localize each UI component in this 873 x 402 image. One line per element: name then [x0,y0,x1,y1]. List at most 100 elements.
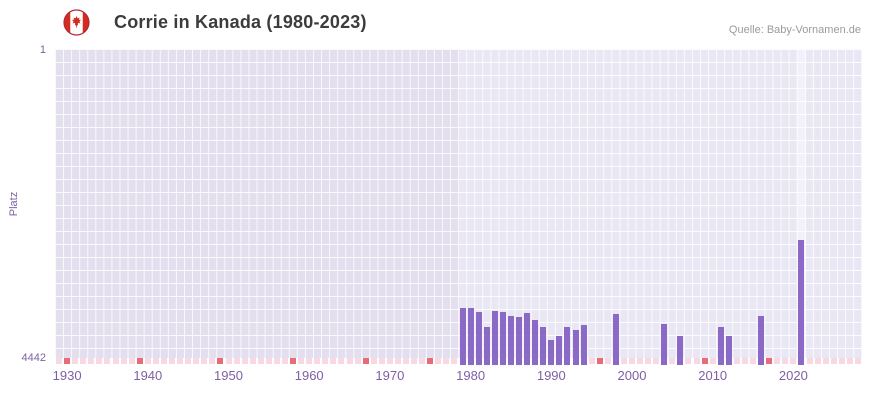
no-data-marker [838,358,845,364]
rank-bar-1989[interactable] [540,326,547,365]
no-data-marker [685,358,692,364]
plot-area [55,49,862,365]
rank-bar-1998[interactable] [612,314,619,365]
chart-title: Corrie in Kanada (1980-2023) [114,12,367,32]
no-data-marker [596,358,603,364]
rank-bar-1985[interactable] [507,316,514,365]
no-data-marker [217,358,224,364]
no-data-marker [741,358,748,364]
rank-bar-1992[interactable] [564,327,571,365]
no-data-marker [112,358,119,364]
no-data-marker [80,358,87,364]
no-data-marker [314,358,321,364]
no-data-marker [645,358,652,364]
no-data-marker [185,358,192,364]
no-data-marker [120,358,127,364]
rank-bar-2004[interactable] [661,324,668,365]
no-data-marker [330,358,337,364]
no-data-marker [225,358,232,364]
no-data-marker [620,358,627,364]
no-data-marker [273,358,280,364]
no-data-marker [290,358,297,364]
no-data-marker [435,358,442,364]
no-data-marker [322,358,329,364]
x-tick-label: 1950 [214,368,243,383]
no-data-marker [362,358,369,364]
no-data-marker [193,358,200,364]
rank-bar-2021[interactable] [798,240,805,365]
x-tick-label: 1930 [52,368,82,383]
no-data-marker [822,358,829,364]
rank-bar-2006[interactable] [677,336,684,365]
no-data-marker [209,358,216,364]
rank-bar-1986[interactable] [516,316,523,365]
no-data-marker [338,358,345,364]
no-data-marker [177,358,184,364]
no-data-marker [64,358,71,364]
gridlines [55,49,862,358]
no-data-marker [394,358,401,364]
no-data-marker [104,358,111,364]
no-data-marker [774,358,781,364]
x-tick-label: 1940 [133,368,163,383]
x-tick-label: 1970 [375,368,405,383]
no-data-marker [136,358,143,364]
no-data-marker [378,358,385,364]
no-data-marker [96,358,103,364]
rank-bar-1993[interactable] [572,330,579,365]
no-data-marker [443,358,450,364]
no-data-marker [814,358,821,364]
no-data-marker [806,358,813,364]
no-data-marker [354,358,361,364]
rank-bar-1980[interactable] [467,308,474,365]
no-data-marker [701,358,708,364]
no-data-marker [370,358,377,364]
no-data-marker [160,358,167,364]
no-data-marker [653,358,660,364]
no-data-strip [55,358,862,365]
rank-bar-1982[interactable] [483,326,490,365]
rank-bar-2012[interactable] [725,335,732,365]
rank-bar-1979[interactable] [459,307,466,365]
no-data-marker [386,358,393,364]
rank-bar-1981[interactable] [475,311,482,365]
no-data-marker [257,358,264,364]
no-data-marker [766,358,773,364]
rank-bar-1987[interactable] [524,313,531,365]
rank-bar-1988[interactable] [532,319,539,365]
x-tick-label: 1960 [294,368,324,383]
no-data-marker [72,358,79,364]
no-data-marker [144,358,151,364]
rank-bar-1991[interactable] [556,335,563,365]
no-data-marker [709,358,716,364]
rank-bar-1983[interactable] [491,311,498,365]
no-data-marker [427,358,434,364]
no-data-marker [451,358,458,364]
rank-bar-1990[interactable] [548,340,555,365]
x-tick-label: 2020 [778,368,808,383]
no-data-marker [419,358,426,364]
no-data-marker [128,358,135,364]
canada-flag-icon [63,9,90,36]
rank-bar-1984[interactable] [499,311,506,365]
y-tick-top: 1 [39,44,46,56]
x-tick-label: 2000 [617,368,647,383]
y-tick-bottom: 4442 [21,352,46,364]
no-data-marker [637,358,644,364]
no-data-marker [750,358,757,364]
y-axis-label: Platz [8,191,20,217]
no-data-marker [281,358,288,364]
x-tick-label: 2010 [698,368,728,383]
rank-bar-2011[interactable] [717,327,724,365]
rank-bar-2016[interactable] [758,316,765,365]
no-data-marker [403,358,410,364]
no-data-marker [733,358,740,364]
no-data-marker [669,358,676,364]
rank-bar-1994[interactable] [580,325,587,365]
no-data-marker [201,358,208,364]
no-data-marker [306,358,313,364]
source-credit: Quelle: Baby-Vornamen.de [728,24,861,36]
no-data-marker [265,358,272,364]
no-data-marker [346,358,353,364]
x-tick-label: 1990 [536,368,566,383]
